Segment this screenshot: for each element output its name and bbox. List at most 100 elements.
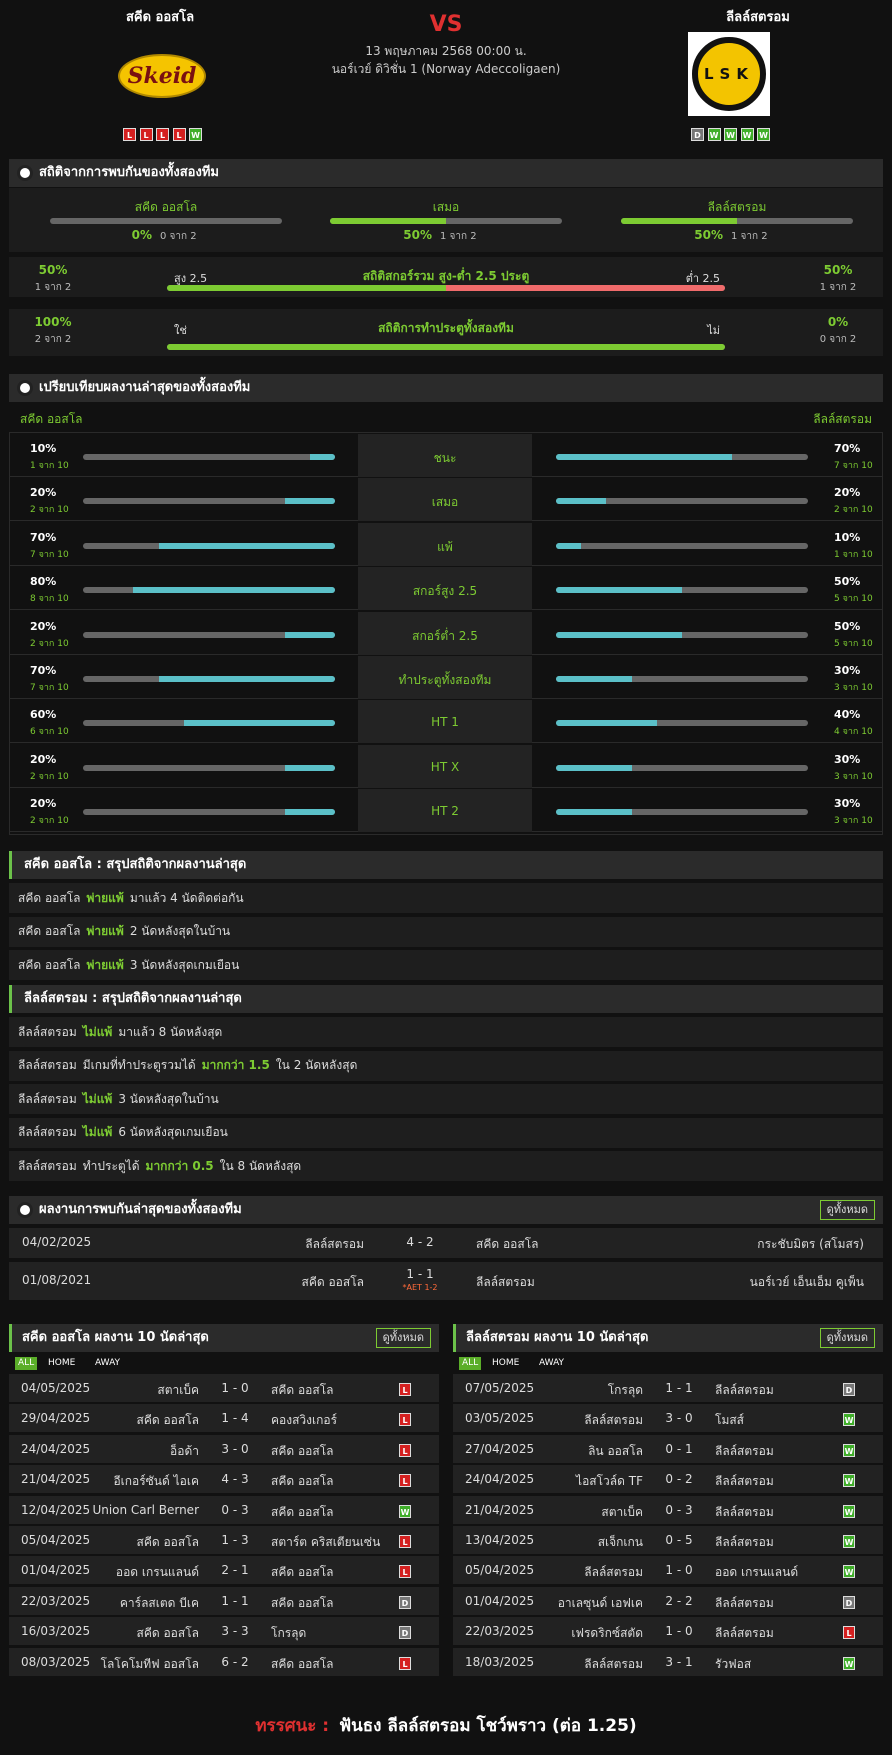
match-score: 1 - 1	[221, 1593, 249, 1608]
summary-part: ไม่แพ้	[82, 1091, 113, 1106]
form-badge: W	[757, 128, 770, 141]
away-logo: LSK	[688, 32, 770, 116]
match-result: D	[843, 1383, 855, 1396]
match-home: ลีลล์สตรอม	[584, 1656, 643, 1671]
match-row	[9, 1404, 439, 1433]
stat-title: สถิติสกอร์รวม สูง-ต่ำ 2.5 ประตู	[362, 269, 530, 283]
compare-away-name: ลีลล์สตรอม	[813, 412, 872, 426]
view-all-button[interactable]: ดูทั้งหมด	[819, 1200, 875, 1220]
match-date: 01/04/2025	[465, 1593, 535, 1608]
match-result: W	[843, 1474, 855, 1488]
ball-icon	[17, 380, 33, 396]
home-track	[83, 454, 335, 460]
away-count: 7 จาก 10	[834, 461, 873, 471]
match-home: ออด เกรนแลนด์	[115, 1565, 199, 1580]
home-track	[83, 809, 335, 816]
match-row	[9, 1526, 439, 1554]
home-count: 2 จาก 10	[30, 638, 69, 649]
match-date: 03/05/2025	[465, 1411, 535, 1426]
filter-tab[interactable]: HOME	[48, 1358, 76, 1368]
view-all-button[interactable]: ดูทั้งหมด	[819, 1328, 875, 1348]
summary-line: ลีลล์สตรอม ไม่แพ้ 3 นัดหลังสุดในบ้าน	[9, 1084, 883, 1115]
match-result: W	[843, 1504, 855, 1518]
stat-track	[167, 344, 725, 350]
form-badge: W	[189, 128, 202, 141]
ball-icon	[17, 165, 33, 181]
form-badge: L	[123, 128, 136, 141]
left-label: สูง 2.5	[174, 272, 208, 285]
match-score: 2 - 1	[221, 1563, 249, 1578]
match-away: ลีลล์สตรอม	[715, 1474, 774, 1489]
filter-tab[interactable]: ALL	[15, 1357, 38, 1370]
match-date: 22/03/2025	[465, 1624, 535, 1639]
filter-tab[interactable]: HOME	[492, 1358, 520, 1368]
match-result: L	[399, 1656, 411, 1670]
match-away: สคีด ออสโล	[271, 1595, 334, 1610]
summary-part: มาแล้ว 8 นัดหลังสุด	[118, 1024, 223, 1039]
h2h-pct: 0%	[131, 228, 152, 242]
match-score: 1 - 0	[665, 1624, 693, 1639]
match-row	[453, 1586, 883, 1615]
filter-tab[interactable]: AWAY	[539, 1358, 565, 1368]
away-pct: 10%	[834, 530, 861, 544]
match-score: 3 - 0	[665, 1411, 693, 1426]
compare-center	[358, 478, 532, 522]
home-pct: 20%	[30, 752, 57, 766]
compare-label: สกอร์สูง 2.5	[412, 584, 478, 599]
match-result: W	[843, 1565, 855, 1579]
match-score: 1 - 4	[221, 1411, 249, 1426]
compare-label: ทำประตูทั้งสองทีม	[398, 673, 492, 687]
match-date: 13/04/2025	[465, 1533, 535, 1547]
match-date: 01/04/2025	[21, 1563, 91, 1578]
summary-part: พ่ายแพ้	[86, 957, 124, 972]
home-track	[83, 764, 335, 771]
section-title: สถิติจากการพบกันของทั้งสองทีม	[39, 165, 219, 180]
result-score: 1 - 1	[406, 1267, 434, 1281]
section-title: ผลงานการพบกันล่าสุดของทั้งสองทีม	[39, 1202, 242, 1217]
home-bar	[133, 587, 335, 594]
filter-tab[interactable]: AWAY	[95, 1358, 121, 1368]
summary-part: ไม่แพ้	[82, 1125, 113, 1140]
summary-line: ลีลล์สตรอม ไม่แพ้ มาแล้ว 8 นัดหลังสุด	[9, 1017, 883, 1047]
away-track	[556, 542, 808, 549]
summary-part: ลีลล์สตรอม	[18, 1091, 77, 1106]
summary-part: มาแล้ว 4 นัดติดต่อกัน	[129, 890, 244, 905]
match-home: สคีด ออสโล	[136, 1413, 200, 1428]
away-bar	[556, 720, 657, 727]
match-row	[453, 1617, 883, 1646]
match-home: อีเกอร์ซันด์ ไอเค	[113, 1474, 199, 1489]
match-score: 1 - 1	[665, 1381, 693, 1395]
home-pct: 20%	[30, 797, 57, 811]
summary-part: มีเกมที่ทำประตูรวมได้	[82, 1058, 196, 1073]
match-score: 4 - 3	[221, 1472, 249, 1487]
match-row	[453, 1495, 883, 1524]
match-away: สคีด ออสโล	[271, 1565, 334, 1580]
away-count: 4 จาก 10	[834, 727, 873, 738]
match-date: 12/04/2025	[21, 1502, 91, 1517]
match-date: 04/05/2025	[21, 1381, 91, 1395]
home-bar	[158, 542, 335, 549]
summary-part: 3 นัดหลังสุดเกมเยือน	[129, 957, 240, 972]
away-bar	[556, 676, 632, 682]
summary-part: ไม่แพ้	[82, 1024, 113, 1039]
summary-title: สคีด ออสโล : สรุปสถิติจากผลงานล่าสุด	[24, 857, 247, 872]
match-score: 2 - 2	[665, 1593, 693, 1608]
summary-part: ลีลล์สตรอม	[18, 1158, 77, 1173]
compare-label: เสมอ	[431, 495, 459, 510]
away-pct: 20%	[834, 486, 861, 500]
match-row	[453, 1465, 883, 1494]
match-result: L	[399, 1383, 411, 1396]
right-bar	[446, 285, 725, 291]
match-date: 08/03/2025	[21, 1654, 91, 1669]
filter-tab[interactable]: ALL	[459, 1357, 482, 1370]
compare-center	[358, 611, 532, 655]
match-score: 1 - 0	[221, 1381, 249, 1395]
compare-center	[358, 744, 532, 788]
match-home: ลีลล์สตรอม	[584, 1413, 643, 1428]
match-away: ลีลล์สตรอม	[715, 1504, 774, 1519]
away-track	[556, 454, 808, 460]
section-header: เปรียบเทียบผลงานล่าสุดของทั้งสองทีม	[9, 374, 883, 402]
view-all-button[interactable]: ดูทั้งหมด	[375, 1328, 431, 1348]
home-bar	[284, 809, 335, 816]
home-pct: 10%	[30, 442, 57, 455]
